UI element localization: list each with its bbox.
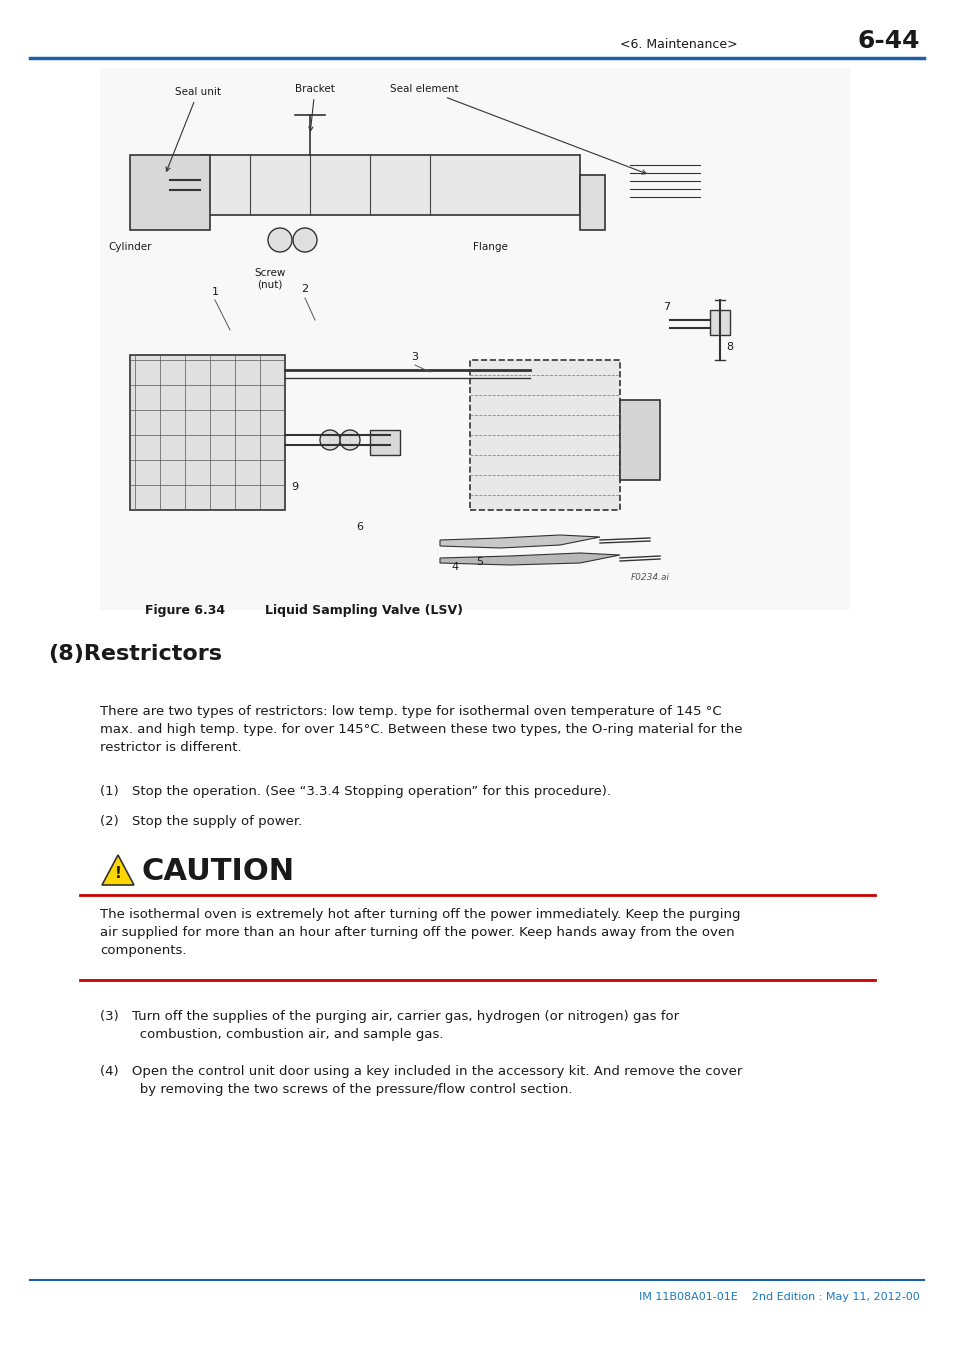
Text: Seal unit: Seal unit [166, 86, 221, 171]
Text: 5: 5 [476, 558, 483, 567]
Text: !: ! [114, 865, 121, 882]
Text: (3) Turn off the supplies of the purging air, carrier gas, hydrogen (or nitrogen: (3) Turn off the supplies of the purging… [100, 1010, 679, 1041]
Text: <6. Maintenance>: <6. Maintenance> [619, 38, 737, 51]
FancyBboxPatch shape [100, 68, 849, 610]
Text: Flange: Flange [472, 242, 507, 252]
Bar [200, 155, 579, 215]
Text: (8)Restrictors: (8)Restrictors [48, 644, 222, 664]
Bar [130, 155, 210, 230]
Polygon shape [102, 855, 133, 886]
Text: 9: 9 [291, 482, 298, 491]
Text: Bracket: Bracket [294, 84, 335, 131]
Text: (1) Stop the operation. (See “3.3.4 Stopping operation” for this procedure).: (1) Stop the operation. (See “3.3.4 Stop… [100, 784, 610, 798]
Text: Figure 6.34: Figure 6.34 [145, 603, 225, 617]
Text: CAUTION: CAUTION [142, 857, 294, 886]
Text: F0234.ai: F0234.ai [630, 572, 669, 582]
Text: Liquid Sampling Valve (LSV): Liquid Sampling Valve (LSV) [265, 603, 462, 617]
Text: Screw
(nut): Screw (nut) [254, 269, 285, 290]
Text: 4: 4 [451, 562, 458, 572]
Circle shape [319, 431, 339, 450]
Text: There are two types of restrictors: low temp. type for isothermal oven temperatu: There are two types of restrictors: low … [100, 705, 741, 755]
Bar [370, 431, 399, 455]
Text: 2: 2 [301, 284, 308, 294]
Bar [619, 400, 659, 481]
Polygon shape [439, 535, 599, 548]
Text: 6: 6 [356, 522, 363, 532]
Text: (4) Open the control unit door using a key included in the accessory kit. And re: (4) Open the control unit door using a k… [100, 1065, 741, 1096]
Bar [709, 310, 729, 335]
Circle shape [293, 228, 316, 252]
Text: 7: 7 [662, 302, 670, 312]
Text: 1: 1 [212, 288, 218, 297]
Circle shape [268, 228, 292, 252]
Bar [579, 176, 604, 230]
Text: Seal element: Seal element [390, 84, 645, 174]
Text: Cylinder: Cylinder [108, 242, 152, 252]
Bar [130, 355, 285, 510]
Text: The isothermal oven is extremely hot after turning off the power immediately. Ke: The isothermal oven is extremely hot aft… [100, 909, 740, 957]
Text: (2) Stop the supply of power.: (2) Stop the supply of power. [100, 815, 302, 828]
Circle shape [339, 431, 359, 450]
Text: 3: 3 [411, 352, 418, 362]
Text: 6-44: 6-44 [857, 28, 919, 53]
Polygon shape [439, 554, 619, 566]
Text: IM 11B08A01-01E    2nd Edition : May 11, 2012-00: IM 11B08A01-01E 2nd Edition : May 11, 20… [639, 1292, 919, 1301]
Text: 8: 8 [725, 342, 733, 352]
Bar [470, 360, 619, 510]
